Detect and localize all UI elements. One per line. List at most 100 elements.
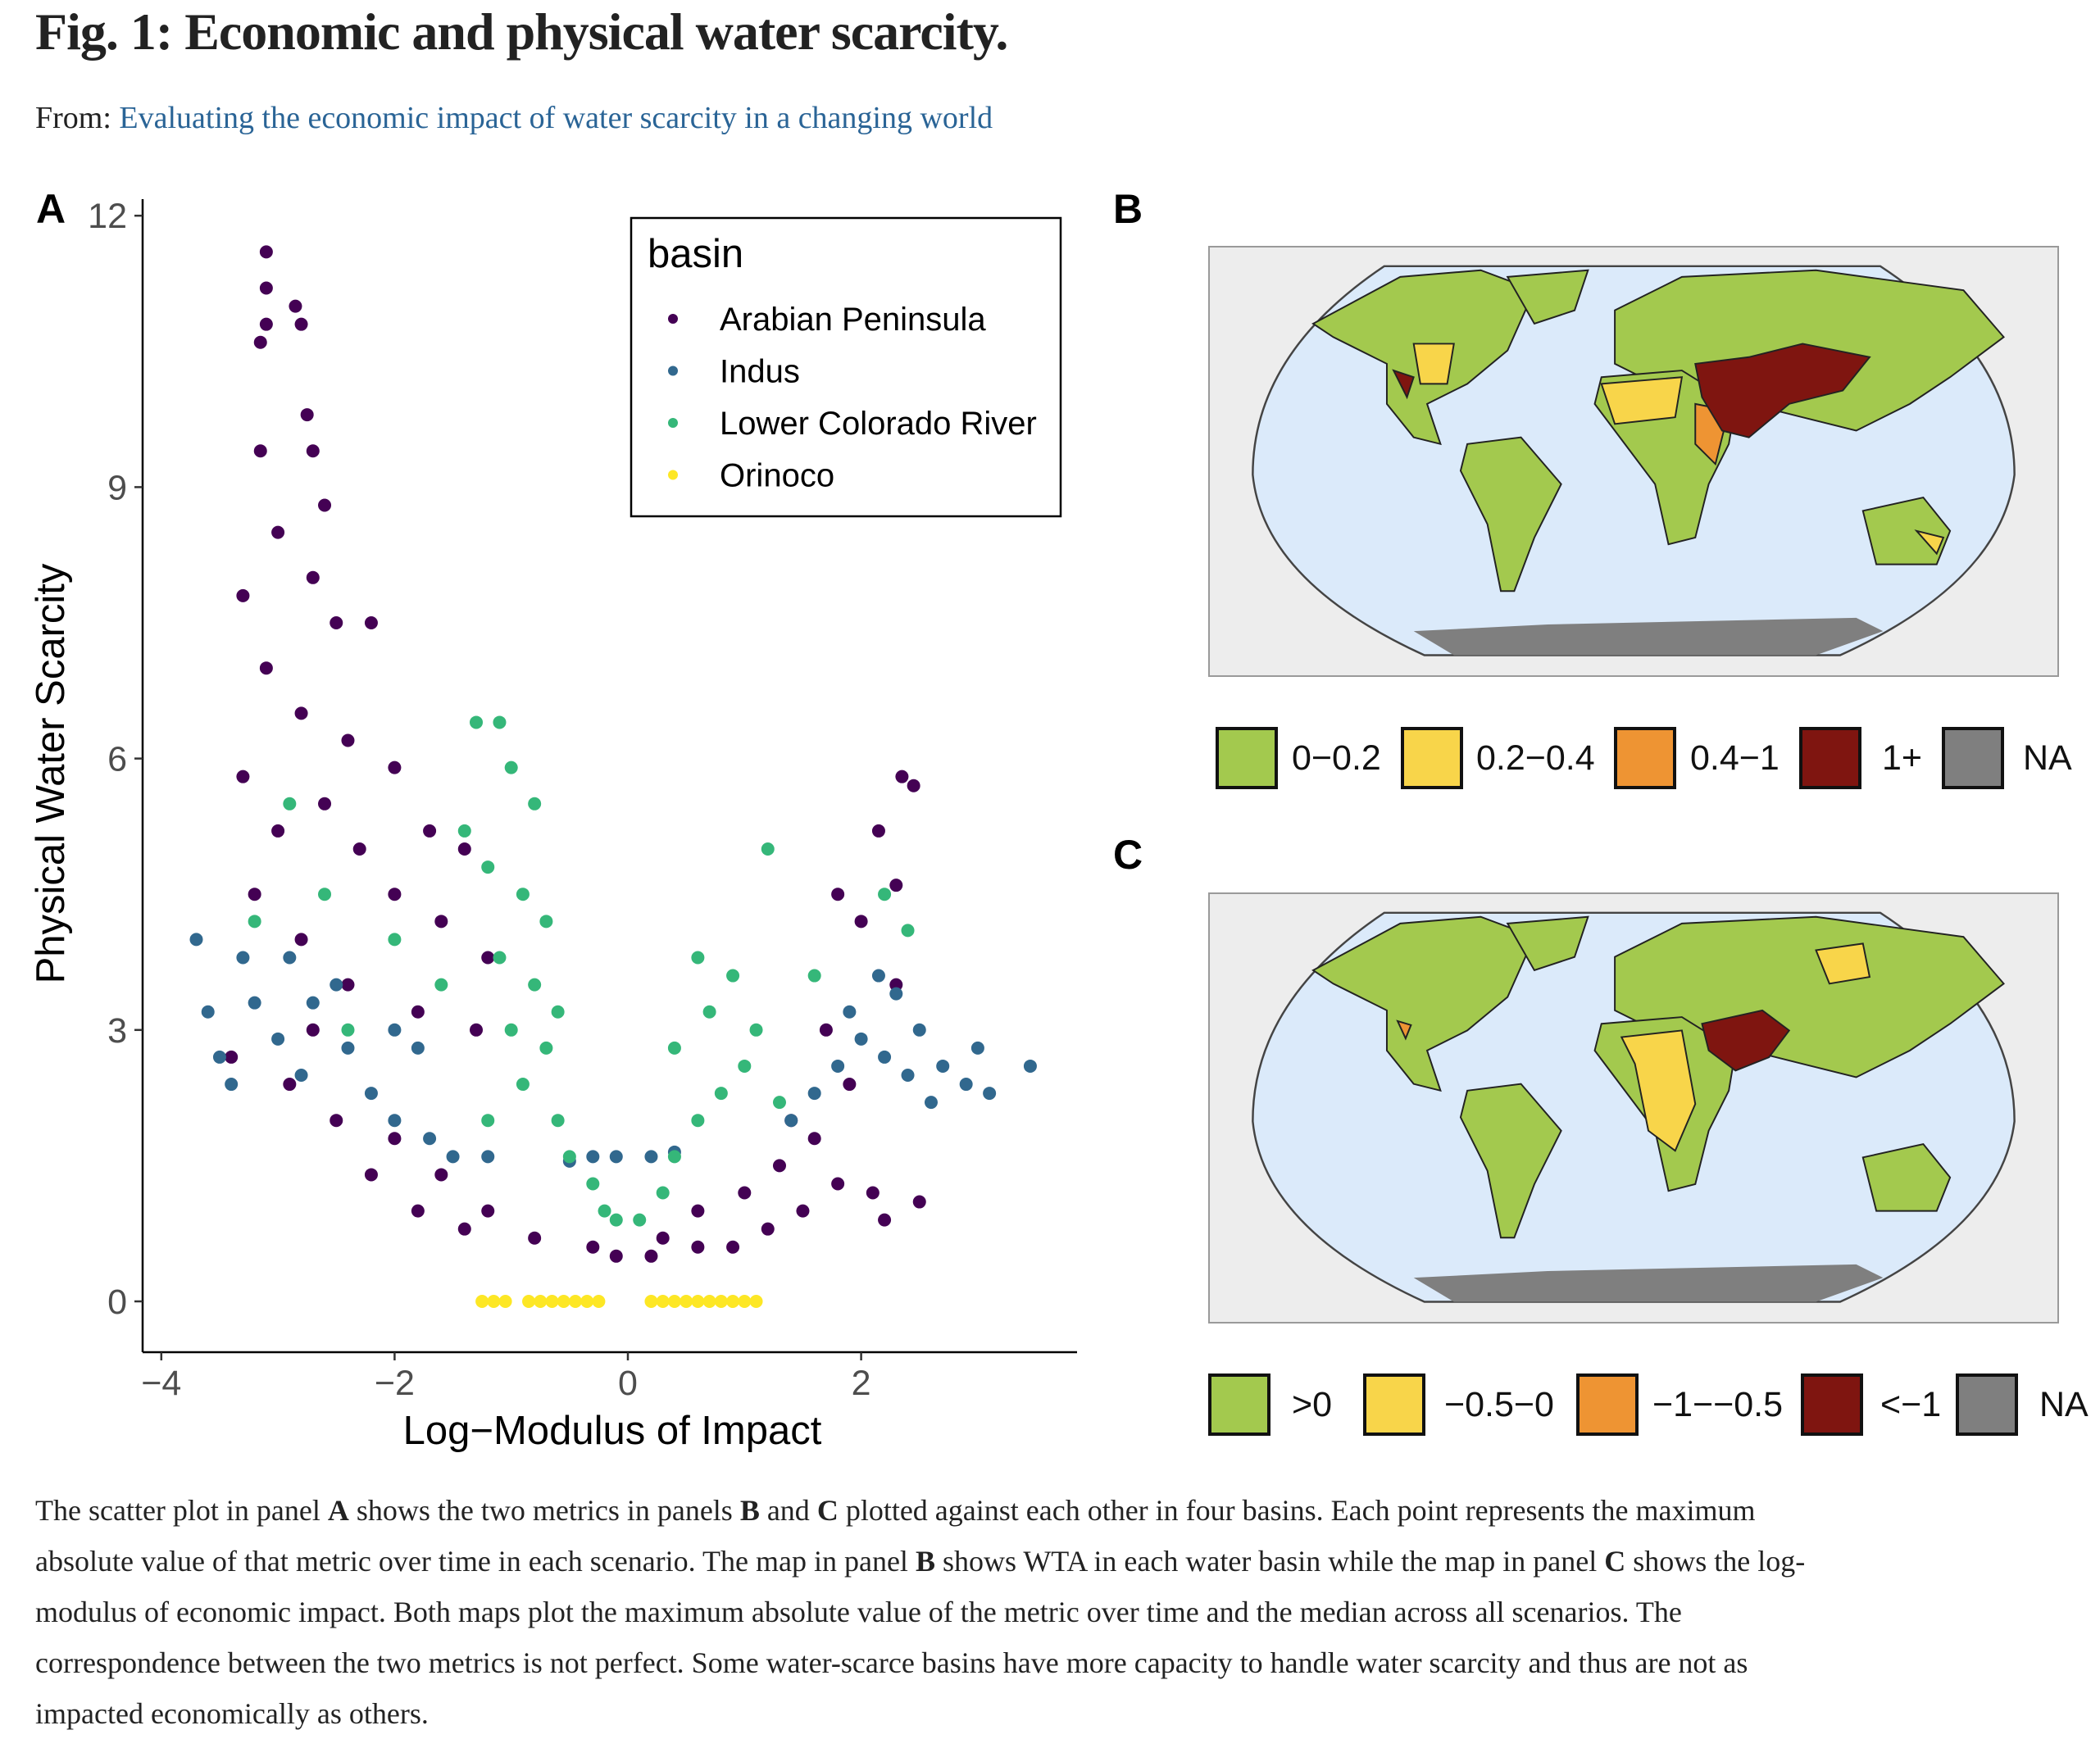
figure-caption: The scatter plot in panel A shows the tw… [35, 1485, 1805, 1739]
caption-text: modulus of economic impact. Both maps pl… [35, 1596, 1682, 1628]
data-point [434, 915, 448, 929]
data-point [388, 933, 402, 947]
legend-swatch [1208, 1373, 1270, 1436]
panel-label-b: B [1113, 186, 1143, 232]
data-point [1023, 1059, 1037, 1073]
data-point [970, 1041, 984, 1055]
data-point [522, 1295, 536, 1308]
sahara-yellow [1600, 376, 1684, 425]
data-point [423, 824, 437, 838]
data-point [912, 1023, 926, 1037]
data-point [259, 317, 273, 331]
legend-label: 0−0.2 [1292, 738, 1381, 778]
data-point [843, 1078, 857, 1092]
caption-line: impacted economically as others. [35, 1688, 1805, 1739]
caption-line: The scatter plot in panel A shows the tw… [35, 1485, 1805, 1536]
data-point [271, 1032, 285, 1046]
data-point [504, 1023, 518, 1037]
data-point [300, 408, 314, 422]
south-america [1459, 1083, 1562, 1239]
data-point [831, 1059, 845, 1073]
data-point [330, 616, 343, 629]
data-point [667, 1295, 681, 1308]
data-point [446, 1150, 460, 1164]
data-point [306, 1023, 320, 1037]
data-point [831, 888, 845, 901]
data-point [959, 1078, 973, 1092]
data-point [924, 1096, 938, 1110]
data-point [498, 1295, 512, 1308]
data-point [586, 1150, 600, 1164]
data-point [714, 1087, 728, 1101]
data-point [854, 1032, 868, 1046]
legend-label: NA [2039, 1385, 2089, 1424]
legend-label: NA [2023, 738, 2072, 778]
data-point [889, 879, 903, 892]
data-point [667, 1150, 681, 1164]
series-indus [189, 933, 1037, 1168]
data-point [726, 1295, 740, 1308]
data-point [609, 1213, 623, 1227]
data-point [457, 824, 471, 838]
data-point [586, 1240, 600, 1254]
data-point [470, 715, 484, 729]
data-point [761, 1222, 775, 1236]
article-link[interactable]: Evaluating the economic impact of water … [119, 101, 993, 135]
data-point [330, 1114, 343, 1128]
legend-swatch [1216, 727, 1278, 789]
data-point [761, 842, 775, 856]
legend-label: −1−−0.5 [1652, 1385, 1784, 1424]
data-point [253, 444, 267, 458]
data-point [516, 1078, 530, 1092]
data-point [592, 1295, 606, 1308]
data-point [901, 1069, 915, 1082]
data-point [528, 1231, 542, 1245]
data-point [294, 933, 308, 947]
data-point [487, 1295, 501, 1308]
data-point [457, 1222, 471, 1236]
data-point [749, 1295, 763, 1308]
legend-label: 0.4−1 [1690, 738, 1780, 778]
north-america [1311, 915, 1536, 1092]
data-point [598, 1204, 611, 1218]
data-point [481, 860, 495, 874]
data-point [726, 1240, 740, 1254]
data-point [516, 888, 530, 901]
map-c-economic-impact [1208, 892, 2059, 1324]
data-point [423, 1132, 437, 1146]
data-point [534, 1295, 548, 1308]
data-point [807, 969, 821, 983]
data-point [936, 1059, 950, 1073]
data-point [889, 987, 903, 1001]
legend-label: 0.2−0.4 [1476, 738, 1595, 778]
panel-reference: B [739, 1494, 760, 1527]
data-point [871, 824, 885, 838]
legend-swatch [1942, 727, 2004, 789]
y-tick-label: 6 [107, 740, 127, 779]
data-point [481, 1150, 495, 1164]
data-point [457, 842, 471, 856]
caption-line: absolute value of that metric over time … [35, 1536, 1805, 1587]
map-b-wta [1208, 246, 2059, 677]
data-point [306, 570, 320, 584]
data-point [609, 1150, 623, 1164]
y-axis-title: Physical Water Scarcity [29, 563, 73, 983]
australia-yellow [1914, 529, 1945, 556]
data-point [691, 1240, 705, 1254]
data-point [318, 888, 332, 901]
caption-text: plotted against each other in four basin… [838, 1494, 1756, 1527]
legend-label: 1+ [1882, 738, 1923, 778]
caption-text: The scatter plot in panel [35, 1494, 328, 1527]
data-point [656, 1186, 670, 1200]
data-point [289, 299, 302, 313]
caption-text: and [759, 1494, 817, 1527]
legend-box [630, 216, 1062, 518]
data-point [411, 1204, 425, 1218]
data-point [644, 1295, 658, 1308]
data-point [878, 888, 892, 901]
data-point [411, 1005, 425, 1019]
legend-key [668, 314, 678, 324]
data-point [493, 951, 507, 965]
caption-text: shows the two metrics in panels [348, 1494, 740, 1527]
legend: basin Arabian Peninsula Indus Lower Colora… [630, 216, 1062, 518]
